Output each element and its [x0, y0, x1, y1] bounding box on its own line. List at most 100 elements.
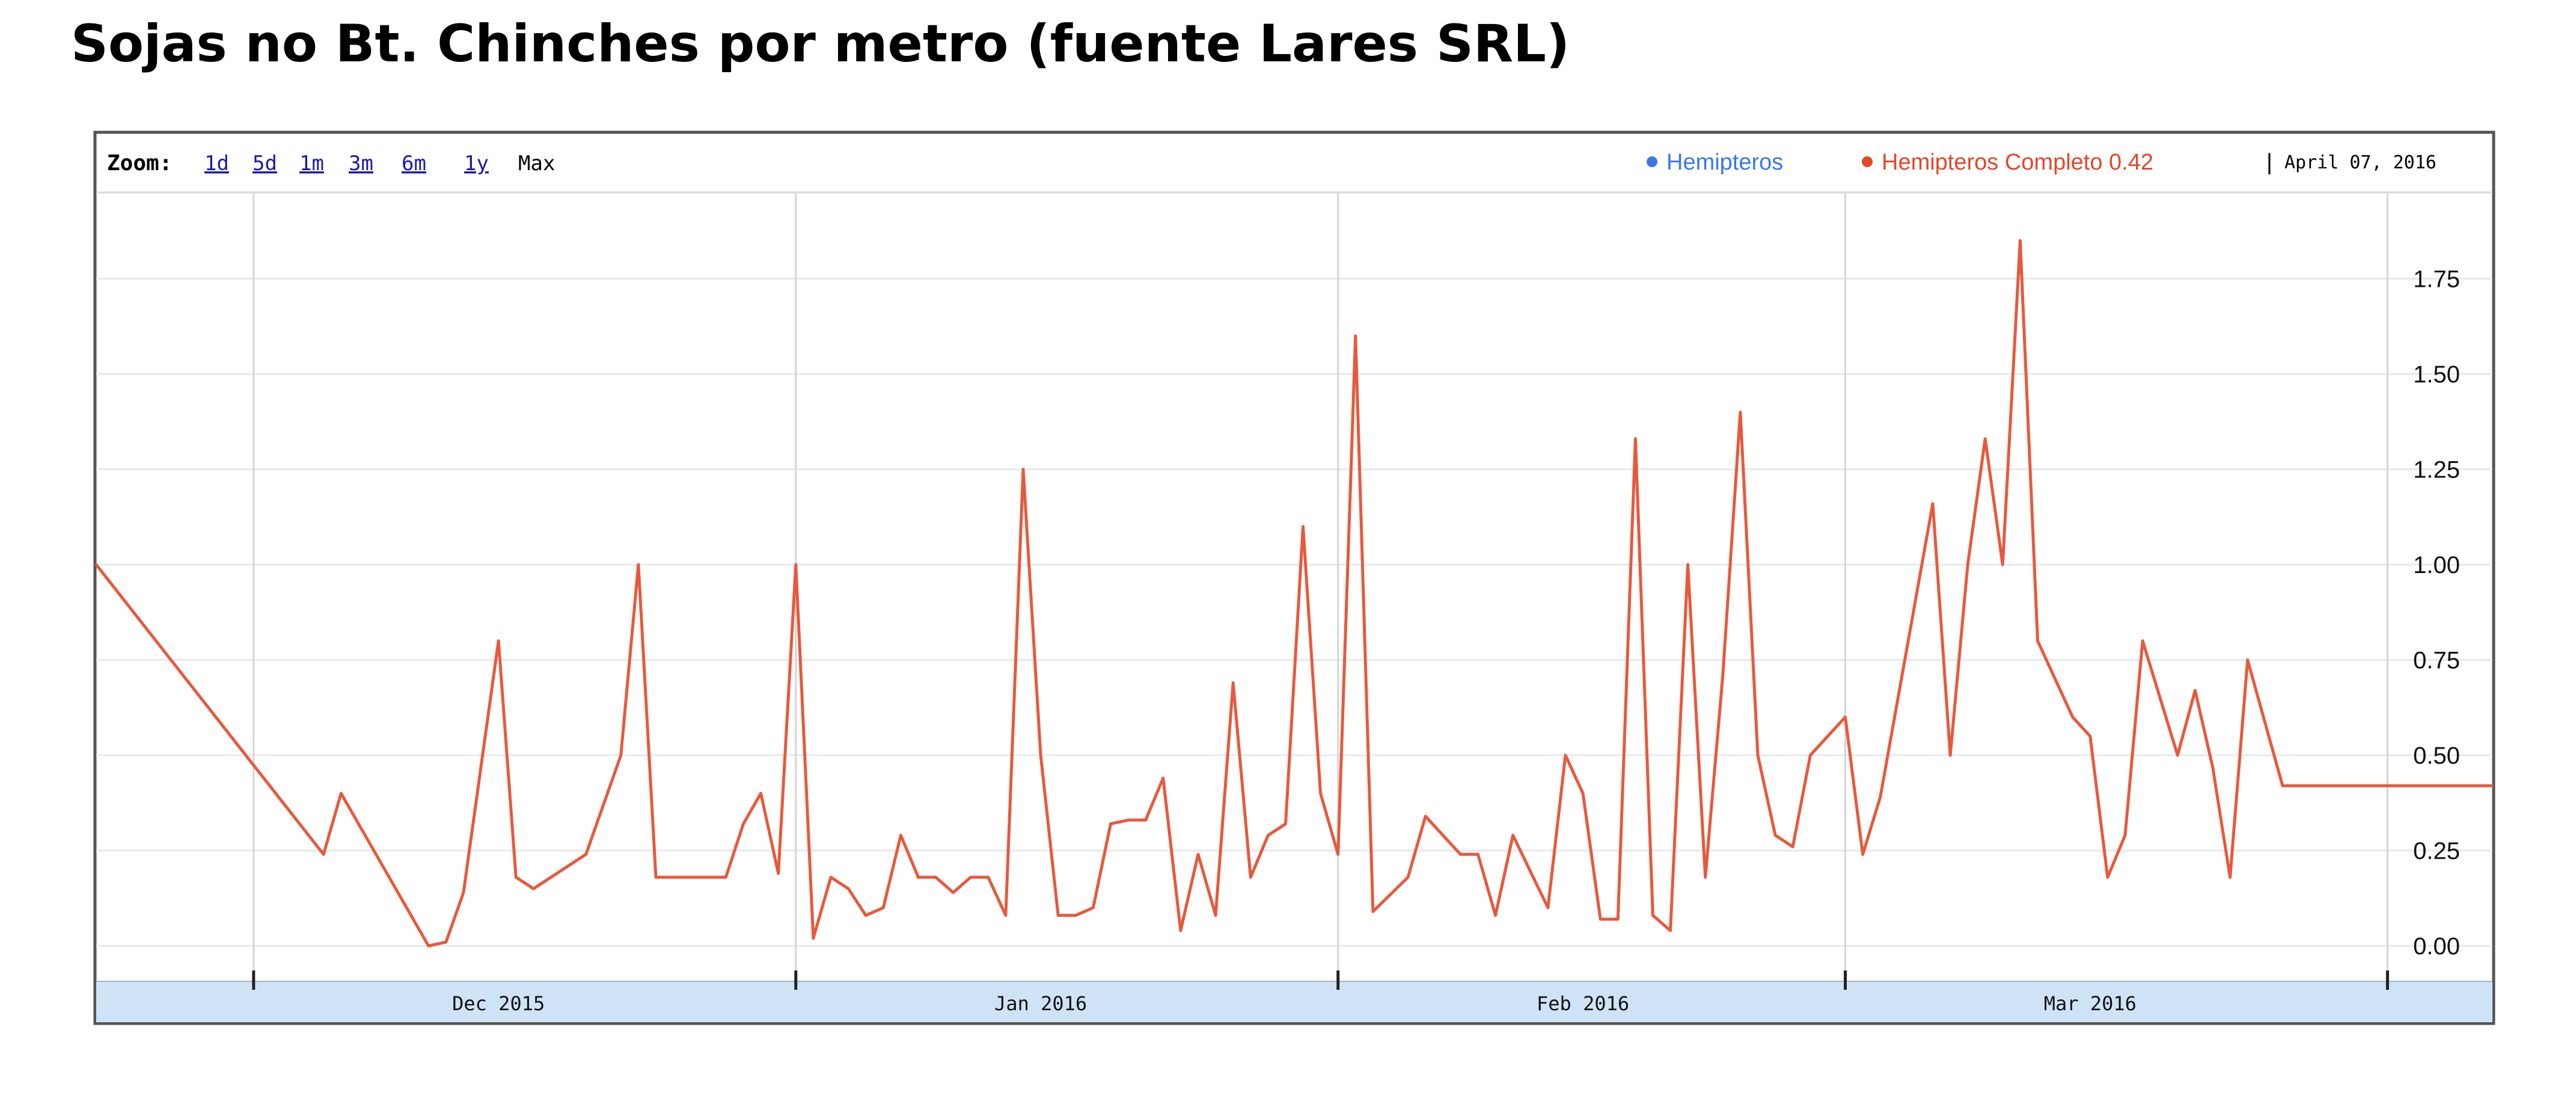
data-point	[2246, 658, 2249, 661]
data-point	[1669, 929, 1672, 932]
data-point	[2351, 784, 2354, 787]
data-point	[1127, 818, 1130, 821]
data-point	[1144, 818, 1147, 821]
data-point	[812, 937, 815, 940]
x-tick-label: Feb 2016	[1537, 992, 1629, 1015]
data-point	[655, 876, 657, 879]
data-point	[934, 876, 937, 879]
y-tick-label: 0.00	[2413, 933, 2460, 960]
data-point	[444, 940, 447, 943]
data-point	[777, 872, 780, 875]
data-point	[917, 876, 920, 879]
data-point	[2088, 735, 2091, 738]
zoom-link-5d[interactable]: 5d	[252, 152, 277, 176]
data-point	[2281, 784, 2284, 787]
data-point	[1704, 876, 1707, 879]
data-point	[794, 563, 797, 566]
data-point	[1932, 502, 1934, 505]
data-point	[322, 853, 325, 856]
data-point	[1371, 910, 1374, 913]
data-point	[864, 914, 867, 917]
y-tick-label: 1.00	[2413, 552, 2460, 578]
data-point	[1214, 914, 1217, 917]
data-point	[1267, 834, 1270, 837]
legend-label-1[interactable]: Hemipteros	[1666, 150, 1783, 175]
data-point	[1424, 815, 1427, 818]
data-point	[497, 639, 500, 642]
data-point	[759, 792, 762, 795]
data-point	[1739, 411, 1742, 414]
data-point	[2211, 765, 2214, 768]
data-point	[2194, 689, 2197, 692]
data-point	[1109, 823, 1112, 826]
x-axis: Dec 2015 Jan 2016 Feb 2016 Mar 2016	[252, 971, 2389, 1015]
zoom-label: Zoom:	[107, 151, 172, 176]
data-point	[1092, 906, 1095, 909]
zoom-link-3m[interactable]: 3m	[349, 152, 373, 176]
data-point	[1302, 525, 1305, 528]
data-point	[882, 906, 885, 909]
y-tick-label: 0.25	[2413, 838, 2460, 865]
y-axis: 0.00 0.25 0.50 0.75 1.00 1.25 1.50 1.75	[2413, 266, 2460, 960]
data-point	[987, 876, 990, 879]
data-point	[742, 823, 745, 826]
data-point	[2124, 834, 2126, 837]
legend-label-2[interactable]: Hemipteros Completo 0.42	[1882, 150, 2153, 175]
data-point	[2001, 563, 2004, 566]
data-point	[1319, 792, 1322, 795]
data-point	[532, 887, 535, 890]
x-tick-label: Jan 2016	[994, 992, 1087, 1015]
x-tick-label: Mar 2016	[2044, 992, 2137, 1015]
data-point	[2403, 784, 2406, 787]
y-tick-label: 0.75	[2413, 648, 2460, 674]
data-point	[1861, 853, 1864, 856]
data-point	[1617, 918, 1620, 921]
zoom-link-1d[interactable]: 1d	[204, 152, 229, 176]
legend-date: April 07, 2016	[2284, 152, 2437, 173]
data-point	[1022, 468, 1024, 471]
legend-marker-1	[1647, 156, 1657, 167]
data-point	[1074, 914, 1077, 917]
data-point	[1966, 563, 1969, 566]
chart-frame	[93, 130, 2495, 1025]
data-point	[2106, 876, 2109, 879]
data-point	[427, 945, 430, 947]
data-point	[830, 876, 832, 879]
zoom-link-1y[interactable]: 1y	[464, 152, 489, 176]
data-point	[1757, 754, 1759, 756]
data-point	[1494, 914, 1497, 917]
data-point	[2491, 784, 2494, 787]
data-point	[1354, 334, 1357, 337]
data-point	[1774, 834, 1777, 837]
data-point	[1039, 754, 1042, 756]
data-point	[2036, 639, 2039, 642]
data-point	[1949, 754, 1952, 756]
zoom-link-max[interactable]: Max	[518, 152, 555, 176]
data-point	[619, 754, 622, 756]
zoom-controls: Zoom: 1d 5d 1m 3m 6m 1y Max	[107, 151, 555, 176]
data-point	[584, 853, 587, 856]
data-point	[340, 792, 343, 795]
data-point	[1582, 792, 1585, 795]
data-point	[1197, 853, 1199, 856]
data-point	[2141, 639, 2144, 642]
x-tick-label: Dec 2015	[452, 992, 545, 1015]
data-point	[1179, 929, 1182, 932]
y-tick-label: 0.50	[2413, 743, 2460, 769]
data-point	[1459, 853, 1462, 856]
data-point	[1844, 716, 1847, 719]
data-point	[1651, 914, 1654, 917]
data-point	[515, 876, 518, 879]
data-point	[1004, 914, 1007, 917]
data-point	[1511, 834, 1514, 837]
data-point	[1057, 914, 1060, 917]
data-point	[1407, 876, 1410, 879]
data-point	[2229, 876, 2232, 879]
zoom-link-1m[interactable]: 1m	[299, 152, 324, 176]
data-point	[1634, 437, 1637, 440]
y-tick-label: 1.50	[2413, 361, 2460, 388]
zoom-link-6m[interactable]: 6m	[402, 152, 426, 176]
legend-marker-2	[1862, 156, 1873, 167]
legend-separator: |	[2266, 150, 2272, 175]
